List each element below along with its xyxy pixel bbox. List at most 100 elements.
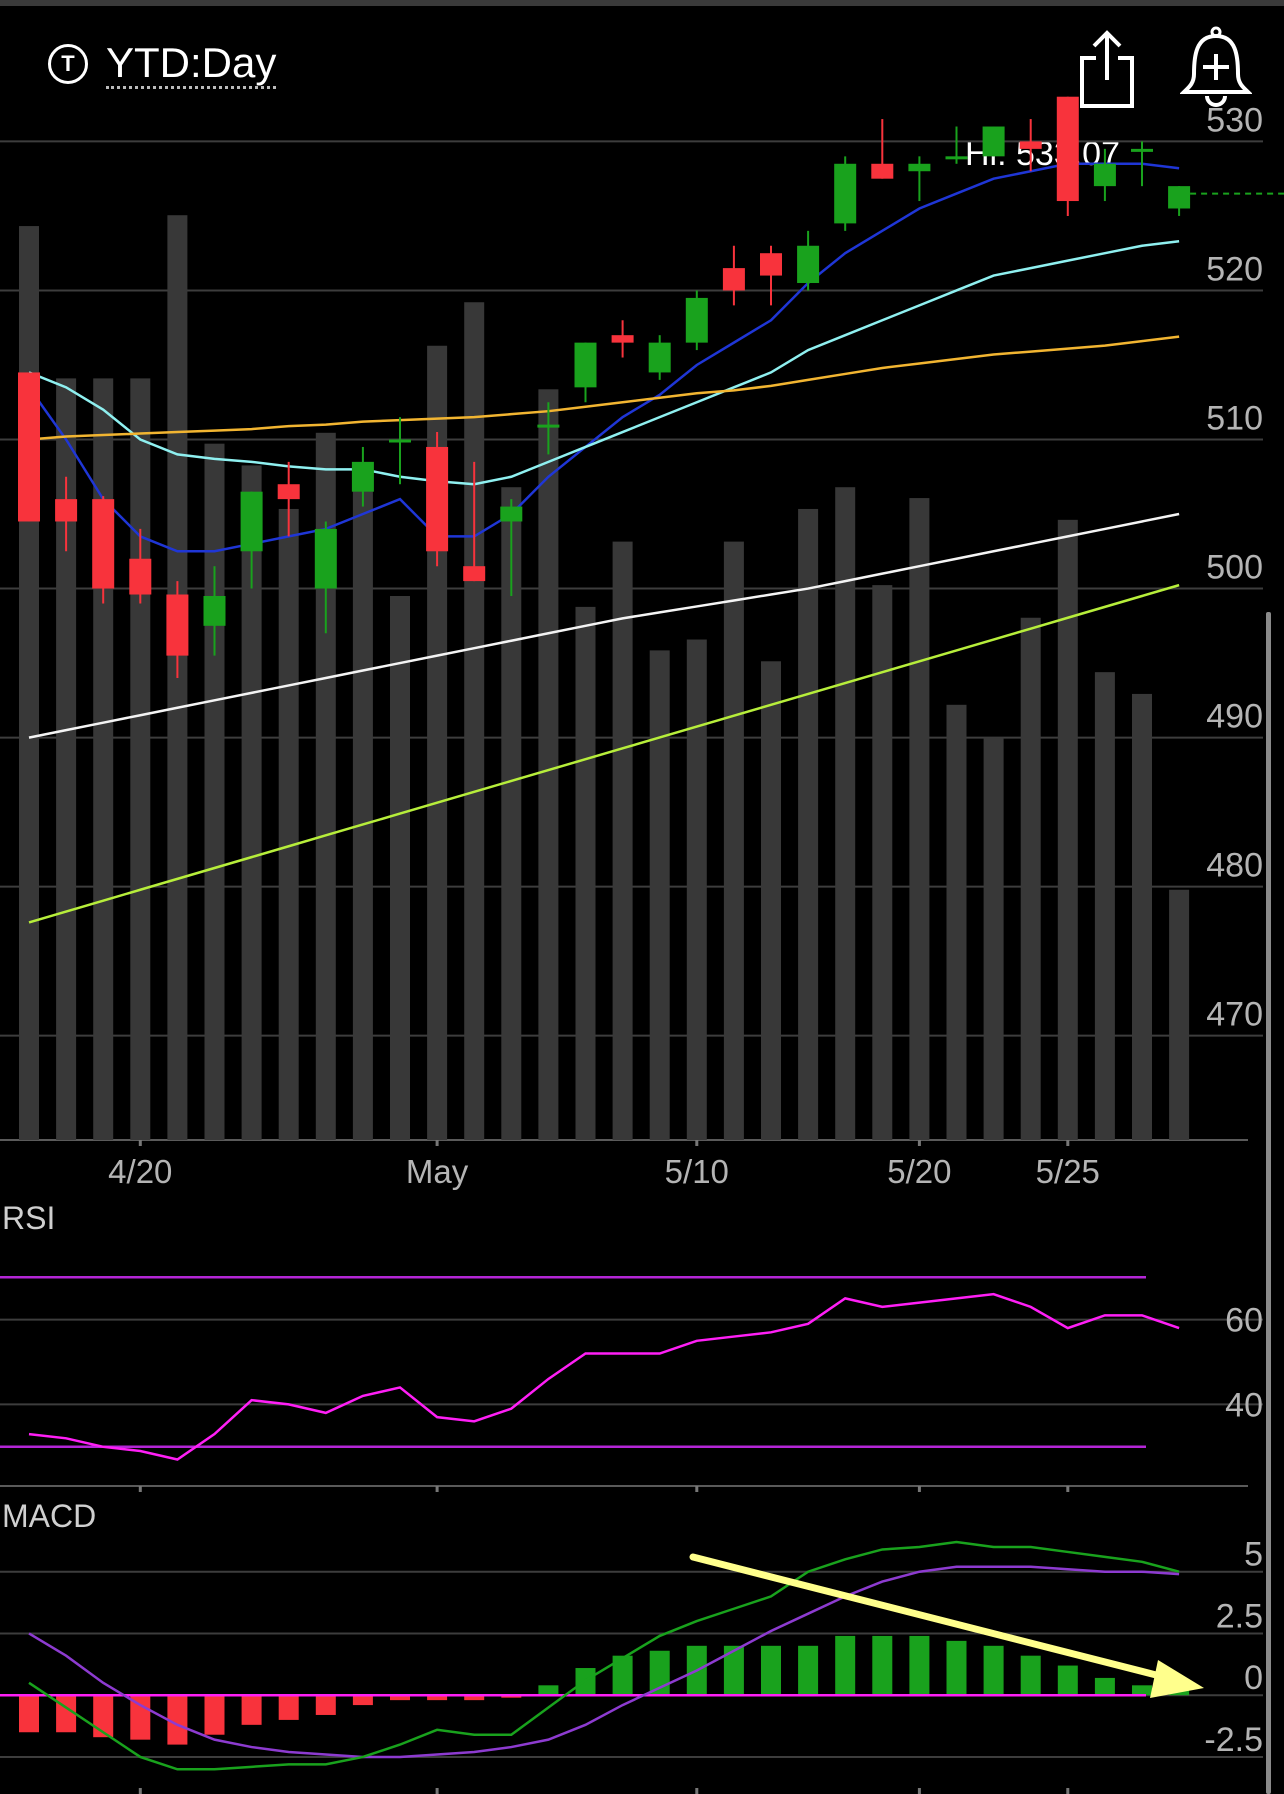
date-tick-label: 5/25 [1036, 1153, 1100, 1190]
rsi-line [28, 1292, 1180, 1461]
candle-body [611, 335, 634, 343]
annotation-arrow-shaft [689, 1553, 1164, 1680]
bell-plus-icon[interactable] [1180, 26, 1252, 110]
price-tick-label: 480 [1206, 847, 1263, 885]
candle-up [240, 491, 263, 589]
candle-body [1168, 186, 1191, 209]
volume-bar [575, 606, 596, 1140]
ma-cyan-line [28, 240, 1180, 486]
chart-header: T YTD:Day [0, 20, 1284, 110]
volume-bar [1132, 693, 1152, 1140]
candle-body [908, 163, 931, 172]
volume-bar [872, 585, 893, 1140]
volume-bar [241, 465, 262, 1140]
candle-body [92, 499, 115, 589]
volume-bar [130, 378, 151, 1140]
candle-down [277, 461, 300, 537]
candle-down [129, 528, 152, 604]
volume-bar [390, 596, 410, 1140]
macd-histogram-bar [761, 1645, 781, 1696]
candle-body [277, 484, 300, 500]
ma-white-line [28, 512, 1180, 739]
volume-bar [946, 704, 967, 1140]
macd-histogram-bar [19, 1695, 39, 1733]
candle-down [92, 496, 115, 604]
macd-histogram-bar [798, 1645, 819, 1696]
ma-blue-line [27, 162, 1180, 553]
candle-up [834, 156, 857, 231]
volume-bar [93, 378, 114, 1140]
candle-up [574, 342, 597, 403]
volume-bar [1057, 519, 1078, 1140]
candle-up [1093, 148, 1116, 202]
volume-bar [56, 378, 77, 1140]
candle-body [722, 268, 745, 291]
macd-line [28, 1540, 1180, 1771]
candle-body [982, 126, 1005, 157]
annotation-arrow [689, 1553, 1204, 1698]
candle-up [500, 499, 523, 596]
candle-body [537, 424, 560, 428]
top-divider [0, 0, 1284, 6]
volume-bar [501, 487, 522, 1140]
candle-body [314, 528, 337, 589]
macd-histogram-bar [723, 1645, 744, 1696]
price-tick-label: 470 [1206, 996, 1263, 1034]
macd-histogram-bar [204, 1695, 225, 1735]
candle-down [1056, 96, 1079, 216]
macd-histogram-bar [835, 1635, 856, 1696]
candle-up [945, 126, 968, 164]
candle-down [871, 119, 894, 179]
macd-histogram-bar [390, 1695, 410, 1701]
macd-tick-label: 5 [1244, 1536, 1263, 1574]
candle-body [871, 163, 894, 179]
t-badge-icon: T [48, 44, 88, 84]
share-icon[interactable] [1074, 28, 1140, 110]
volume-bar [835, 487, 856, 1140]
macd-histogram-bar [1057, 1665, 1078, 1696]
candle-body [1093, 163, 1116, 187]
macd-histogram-bar [1132, 1685, 1152, 1696]
ma-orange-line [28, 335, 1180, 441]
volume-bar [538, 389, 559, 1140]
price-tick-label: 510 [1206, 400, 1263, 438]
volume-bar [352, 476, 373, 1140]
candle-body [203, 596, 226, 626]
candle-body [834, 163, 857, 224]
candle-down [722, 245, 745, 306]
price-tick-label: 530 [1206, 101, 1263, 139]
macd-histogram-bar [352, 1695, 373, 1706]
macd-histogram-bar [1020, 1655, 1041, 1696]
volume-bar [19, 226, 39, 1140]
period-selector[interactable]: YTD:Day [106, 40, 277, 89]
candle-up [685, 290, 708, 351]
candle-body [1131, 148, 1153, 152]
macd-histogram-bar [538, 1685, 559, 1696]
scrollbar[interactable] [1266, 612, 1271, 1794]
candle-down [760, 245, 782, 306]
candle-up [1168, 186, 1191, 216]
macd-histogram-bar [612, 1655, 633, 1696]
macd-histogram-bar [278, 1695, 299, 1720]
macd-histogram-bar [983, 1645, 1004, 1696]
candle-body [389, 439, 411, 443]
candle-down [463, 461, 486, 582]
macd-signal-line [28, 1565, 1180, 1759]
macd-tick-label: 0 [1244, 1659, 1263, 1697]
candle-down [1019, 119, 1042, 172]
candle-body [760, 253, 782, 276]
macd-histogram-bar [427, 1695, 448, 1701]
volume-bar [315, 432, 336, 1140]
candle-up [537, 402, 560, 455]
macd-histogram-bar [946, 1640, 967, 1696]
candle-body [240, 491, 263, 552]
macd-histogram-bar [56, 1695, 77, 1733]
candle-body [351, 461, 374, 492]
volume-bar [686, 639, 707, 1140]
macd-tick-label: 2.5 [1216, 1597, 1263, 1635]
macd-histogram-bar [93, 1695, 114, 1738]
candle-up [908, 156, 931, 202]
volume-bar [278, 508, 299, 1141]
candle-up [389, 417, 411, 485]
